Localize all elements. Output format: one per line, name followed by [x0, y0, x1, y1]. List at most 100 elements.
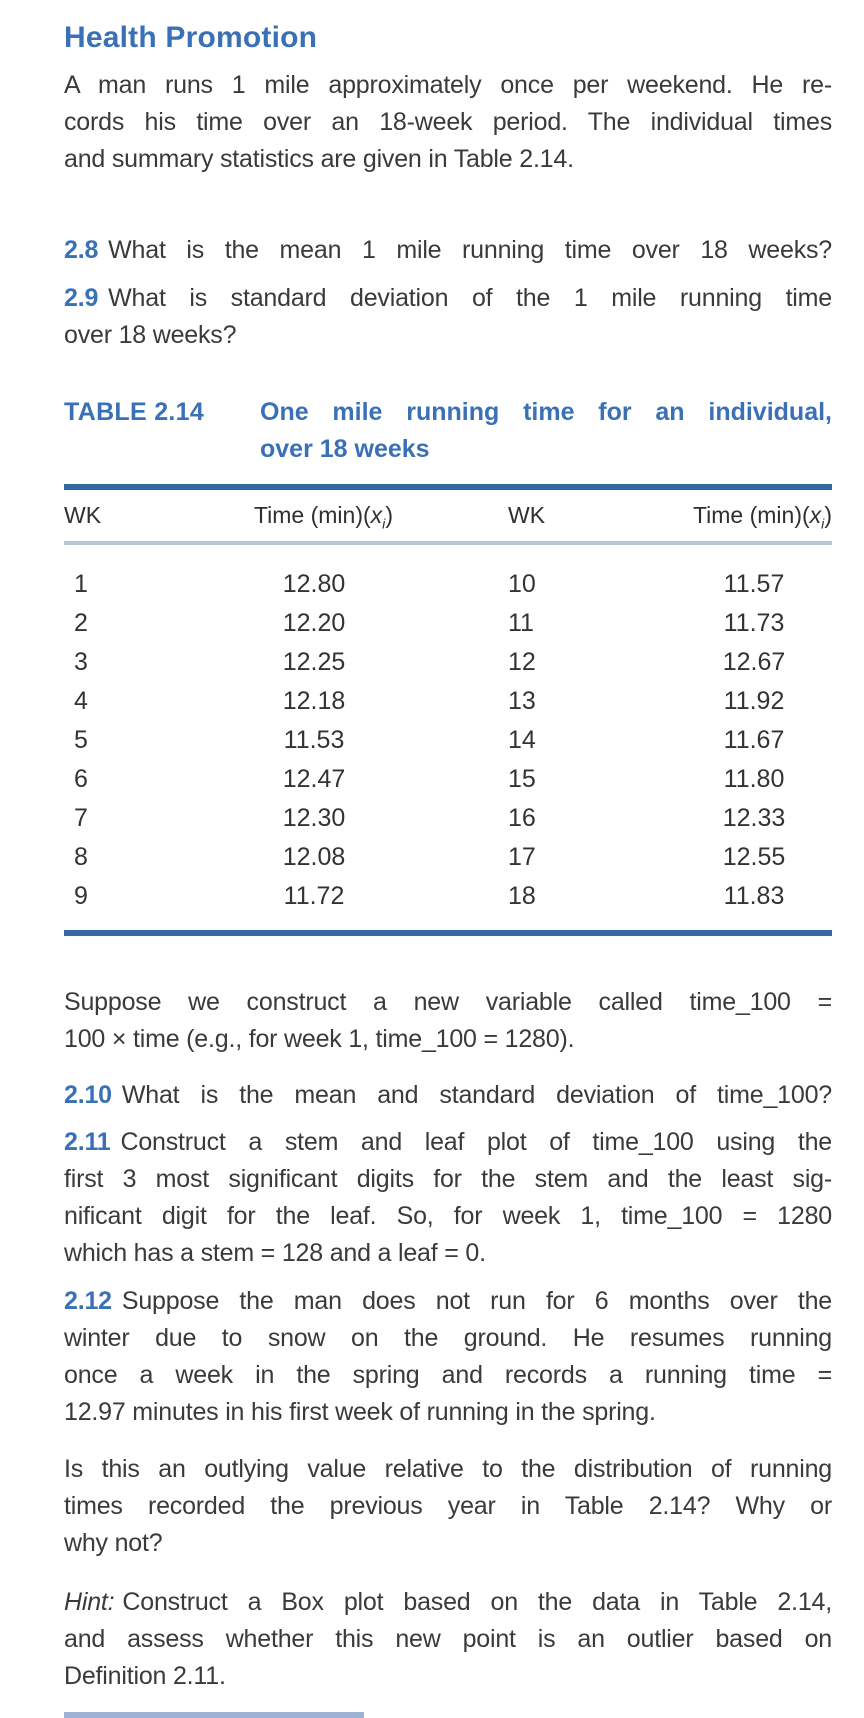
question-line: 12.97 minutes in his first week of runni…	[64, 1398, 656, 1426]
question-line: 2.8 What is the mean 1 mile running time …	[64, 232, 832, 269]
cell-wk: 11	[508, 609, 534, 637]
cell-wk: 2	[74, 609, 88, 637]
question-text: What is the mean 1 mile running time ove…	[108, 236, 832, 264]
cell-wk: 12	[508, 648, 536, 676]
question-number: 2.9	[64, 284, 99, 312]
question-line: nificant digit for the leaf. So, for wee…	[64, 1202, 832, 1230]
time-header-suffix: )	[824, 502, 832, 528]
next-table-partial-rule	[64, 1712, 364, 1718]
cell-time: 11.80	[723, 765, 785, 793]
intro-line: and summary statistics are given in Tabl…	[64, 145, 574, 173]
question-line: 2.10 What is the mean and standard deviat…	[64, 1077, 832, 1114]
cell-wk: 6	[74, 765, 88, 793]
question-line: once a week in the spring and records a …	[64, 1361, 832, 1389]
cell-time: 12.55	[722, 843, 786, 871]
paragraph-line: Definition 2.11.	[64, 1662, 226, 1690]
cell-wk: 15	[508, 765, 536, 793]
cell-wk: 17	[508, 843, 536, 871]
question-number: 2.8	[64, 236, 99, 264]
time-header-variable: x	[809, 502, 822, 528]
question-text: Suppose the man does not run for 6 month…	[121, 1287, 832, 1315]
question-line: 2.11 Construct a stem and leaf plot of ti…	[64, 1124, 832, 1161]
hint-label: Hint:	[64, 1588, 115, 1616]
paragraph-line: why not?	[64, 1529, 163, 1557]
cell-wk: 5	[74, 726, 88, 754]
cell-time: 12.33	[722, 804, 786, 832]
cell-time: 11.92	[723, 687, 785, 715]
section-title: Health Promotion	[64, 21, 318, 54]
cell-time: 12.20	[282, 609, 346, 637]
cell-wk: 4	[74, 687, 88, 715]
table-row: 4 12.18 13 11.92	[64, 682, 832, 721]
cell-time: 12.47	[282, 765, 346, 793]
cell-wk: 10	[508, 570, 536, 598]
cell-time: 12.18	[282, 687, 346, 715]
cell-time: 12.80	[282, 570, 346, 598]
question-line: 2.12 Suppose the man does not run for 6 m…	[64, 1283, 832, 1320]
cell-wk: 18	[508, 882, 536, 910]
cell-time: 11.83	[723, 882, 785, 910]
outlier-paragraph: Is this an outlying value relative to th…	[64, 1451, 832, 1562]
question-2-8: 2.8 What is the mean 1 mile running time …	[64, 232, 832, 269]
cell-time: 11.73	[723, 609, 785, 637]
column-header-wk-1: WK	[64, 502, 102, 528]
intro-paragraph: A man runs 1 mile approximately once per…	[64, 67, 832, 178]
table-header-row: WK Time (min)(xi) WK Time (min)(xi)	[64, 490, 832, 541]
table-row: 3 12.25 12 12.67	[64, 643, 832, 682]
column-header-time-2: Time (min)(xi)	[594, 490, 832, 551]
column-header-wk-2: WK	[508, 502, 546, 528]
table-bottom-rule	[64, 930, 832, 936]
table-row: 2 12.20 11 11.73	[64, 604, 832, 643]
column-header-time-1: Time (min)(xi)	[184, 490, 414, 551]
question-text: What is the mean and standard deviation …	[121, 1081, 832, 1109]
table-caption-line2: over 18 weeks	[260, 435, 430, 463]
question-line: which has a stem = 128 and a leaf = 0.	[64, 1239, 486, 1267]
cell-wk: 3	[74, 648, 88, 676]
table-row: 7 12.30 16 12.33	[64, 799, 832, 838]
cell-time: 12.25	[282, 648, 346, 676]
hint-text: Construct a Box plot based on the data i…	[122, 1588, 832, 1616]
table-top-rule	[64, 484, 832, 490]
paragraph-line: and assess whether this new point is an …	[64, 1625, 832, 1653]
page-content-column: Health Promotion A man runs 1 mile appro…	[64, 0, 832, 1695]
cell-time: 12.30	[282, 804, 346, 832]
cell-time: 11.57	[723, 570, 785, 598]
table-caption-row: TABLE 2.14 One mile running time for an …	[64, 394, 832, 431]
table-header-rule	[64, 541, 832, 545]
paragraph-line: times recorded the previous year in Tabl…	[64, 1492, 832, 1520]
cell-wk: 16	[508, 804, 536, 832]
paragraph-line: 100 × time (e.g., for week 1, time_100 =…	[64, 1025, 575, 1053]
cell-wk: 9	[74, 882, 88, 910]
question-2-10: 2.10 What is the mean and standard deviat…	[64, 1077, 832, 1114]
time-header-subscript: i	[382, 516, 386, 533]
cell-time: 12.67	[722, 648, 786, 676]
hint-paragraph: Hint: Construct a Box plot based on the d…	[64, 1584, 832, 1695]
time-header-suffix: )	[385, 502, 393, 528]
cell-wk: 1	[74, 570, 88, 598]
time-header-subscript: i	[821, 516, 825, 533]
time-header-prefix: Time (min)(	[692, 502, 810, 528]
question-text: What is standard deviation of the 1 mile…	[108, 284, 832, 312]
table-body: 1 12.80 10 11.57 2 12.20 11 11.73 3 12.2…	[64, 565, 832, 916]
cell-wk: 7	[74, 804, 88, 832]
question-number: 2.12	[64, 1287, 112, 1315]
cell-time: 12.08	[282, 843, 346, 871]
table-row: 8 12.08 17 12.55	[64, 838, 832, 877]
question-text: Construct a stem and leaf plot of time_1…	[120, 1128, 832, 1156]
cell-time: 11.72	[283, 882, 345, 910]
question-line: first 3 most significant digits for the …	[64, 1165, 832, 1193]
paragraph-line: Hint: Construct a Box plot based on the d…	[64, 1584, 832, 1621]
question-line: over 18 weeks?	[64, 321, 237, 349]
table-row: 5 11.53 14 11.67	[64, 721, 832, 760]
question-line: winter due to snow on the ground. He res…	[64, 1324, 832, 1352]
question-number: 2.10	[64, 1081, 112, 1109]
table-label: TABLE 2.14	[64, 398, 205, 426]
time-header-prefix: Time (min)(	[253, 502, 371, 528]
cell-time: 11.67	[723, 726, 785, 754]
time-header-variable: x	[370, 502, 383, 528]
table-row: 6 12.47 15 11.80	[64, 760, 832, 799]
table-row: 1 12.80 10 11.57	[64, 565, 832, 604]
cell-wk: 13	[508, 687, 536, 715]
question-2-12: 2.12 Suppose the man does not run for 6 m…	[64, 1283, 832, 1431]
